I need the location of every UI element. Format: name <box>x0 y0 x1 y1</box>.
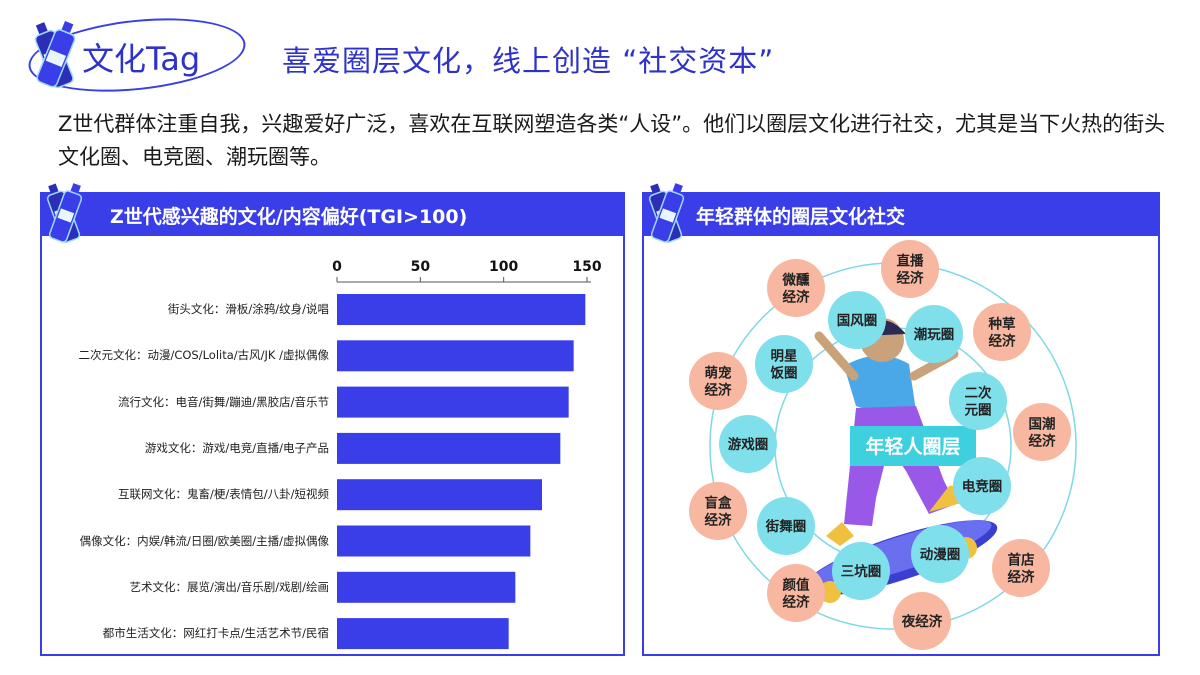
category-label: 偶像文化：内娱/韩流/日圈/欧美圈/主播/虚拟偶像 <box>79 533 329 548</box>
page-title: 喜爱圈层文化，线上创造 “社交资本” <box>282 44 775 78</box>
x-tick-label: 150 <box>572 259 601 275</box>
inner-circle <box>719 415 777 473</box>
outer-circle-label: 微醺经济 <box>782 272 811 306</box>
bottle-icon <box>46 183 83 243</box>
outer-circle <box>973 303 1031 361</box>
bar <box>337 525 531 557</box>
category-label: 游戏文化：游戏/电竞/直播/电子产品 <box>144 440 329 455</box>
x-tick-label: 100 <box>489 259 518 275</box>
right-panel-header: 年轻群体的圈层文化社交 <box>644 194 1158 236</box>
outer-circle <box>992 539 1050 597</box>
bar <box>337 340 574 372</box>
outer-circle-label: 夜经济 <box>901 613 943 630</box>
inner-circle <box>832 542 890 600</box>
inner-circle-label: 电竞圈 <box>962 478 1003 495</box>
culture-preference-panel: Z世代感兴趣的文化/内容偏好(TGI>100) <box>40 192 625 656</box>
outer-circle <box>881 240 939 298</box>
circle-culture-panel: 年轻群体的圈层文化社交 <box>642 192 1160 656</box>
outer-circle-label: 盲盒经济 <box>705 495 733 529</box>
inner-circle <box>911 525 969 583</box>
bottle-logo-icon <box>34 20 76 89</box>
outer-circle <box>767 259 825 317</box>
center-label: 年轻人圈层 <box>865 435 960 458</box>
inner-circle <box>949 372 1007 430</box>
bottle-icon <box>648 183 685 243</box>
inner-circle-label: 潮玩圈 <box>914 326 955 343</box>
inner-circle-label: 街舞圈 <box>765 518 807 535</box>
category-label: 街头文化：滑板/涂鸦/纹身/说唱 <box>167 302 329 316</box>
category-label: 二次元文化：动漫/COS/Lolita/古风/JK /虚拟偶像 <box>78 348 329 363</box>
bar <box>337 386 569 418</box>
x-tick-label: 0 <box>332 259 342 275</box>
logo-text: 文化Tag <box>82 40 201 78</box>
outer-circle-label: 颜值经济 <box>783 577 811 611</box>
inner-circle-label: 二次元圈 <box>965 385 993 419</box>
inner-circle-label: 游戏圈 <box>728 436 769 453</box>
outer-circle <box>767 564 825 622</box>
outer-circle-label: 萌宠经济 <box>705 365 733 399</box>
category-label: 流行文化：电音/街舞/蹦迪/黑胶店/音乐节 <box>118 394 329 409</box>
inner-circle-label: 明星饭圈 <box>770 349 798 382</box>
outer-circle-label: 种草经济 <box>988 316 1017 350</box>
outer-circle <box>1013 403 1071 461</box>
center-label-box <box>850 426 976 466</box>
x-tick-label: 50 <box>411 259 431 275</box>
inner-circle <box>953 457 1011 515</box>
inner-circle <box>755 335 813 393</box>
right-panel-title: 年轻群体的圈层文化社交 <box>696 206 906 228</box>
intro-paragraph: Z世代群体注重自我，兴趣爱好广泛，喜欢在互联网塑造各类“人设”。他们以圈层文化进… <box>58 112 1166 169</box>
bar-chart: 0 50 100 150 <box>332 259 602 650</box>
inner-circle-label: 三坑圈 <box>841 563 882 580</box>
left-panel-title: Z世代感兴趣的文化/内容偏好(TGI>100) <box>110 206 468 228</box>
bar <box>337 571 516 603</box>
bar <box>337 432 561 464</box>
outer-circle-label: 首店经济 <box>1008 552 1036 586</box>
bar <box>337 618 509 650</box>
inner-circle <box>905 305 963 363</box>
outer-circle <box>689 352 747 410</box>
inner-circle <box>828 291 886 349</box>
outer-circle-label: 国潮经济 <box>1029 416 1057 450</box>
category-label: 互联网文化：鬼畜/梗/表情包/八卦/短视频 <box>118 487 329 502</box>
inner-circle-label: 动漫圈 <box>920 546 961 563</box>
outer-circle <box>689 482 747 540</box>
outer-circle <box>893 592 951 650</box>
bar <box>337 479 542 511</box>
outer-circle-label: 直播经济 <box>897 253 925 287</box>
inner-circle-label: 国风圈 <box>837 313 878 329</box>
bar <box>337 294 586 325</box>
category-label: 艺术文化：展览/演出/音乐剧/戏剧/绘画 <box>129 579 330 594</box>
left-panel-header: Z世代感兴趣的文化/内容偏好(TGI>100) <box>42 194 623 236</box>
category-label: 都市生活文化：网红打卡点/生活艺术节/民宿 <box>102 626 329 641</box>
inner-circle <box>757 497 815 555</box>
